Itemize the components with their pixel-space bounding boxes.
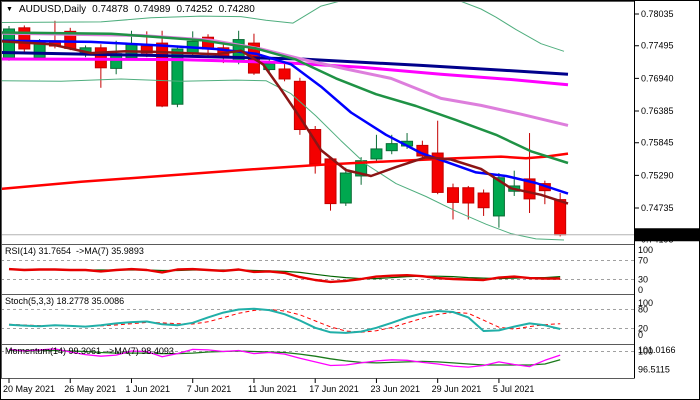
candle	[355, 160, 368, 177]
ohlc-readout: ▼ AUDUSD,Daily 0.74878 0.74989 0.74252 0…	[6, 4, 255, 15]
svg-text:101.0166: 101.0166	[638, 345, 676, 355]
svg-text:100: 100	[638, 347, 653, 357]
svg-text:80: 80	[638, 304, 648, 314]
candle	[523, 178, 536, 200]
candle	[446, 187, 459, 203]
svg-text:0.74280: 0.74280	[641, 230, 675, 241]
svg-text:30: 30	[638, 275, 648, 285]
svg-text:7 Jun 2021: 7 Jun 2021	[187, 384, 232, 394]
band-lower	[1, 78, 565, 241]
stoch-label: Stoch(5,3,3) 18.2778 35.0086	[5, 296, 125, 306]
svg-text:5 Jul 2021: 5 Jul 2021	[493, 384, 535, 394]
ma-maroon	[1, 40, 569, 205]
momentum-label: Momentum(14) 99.3061 ->MA(7) 98.4093	[5, 346, 174, 356]
svg-text:0.75290: 0.75290	[641, 170, 674, 180]
ma-magenta	[1, 57, 569, 87]
candle	[140, 45, 153, 54]
svg-text:26 May 2021: 26 May 2021	[64, 384, 116, 394]
candle	[492, 177, 505, 217]
svg-text:0.76385: 0.76385	[641, 106, 674, 116]
candle	[477, 192, 490, 209]
svg-text:11 Jun 2021: 11 Jun 2021	[248, 384, 297, 394]
svg-text:0.77495: 0.77495	[641, 41, 674, 51]
svg-text:1 Jun 2021: 1 Jun 2021	[125, 384, 170, 394]
svg-text:23 Jun 2021: 23 Jun 2021	[370, 384, 420, 394]
svg-text:0.75845: 0.75845	[641, 138, 674, 148]
svg-text:0: 0	[638, 285, 643, 295]
candle	[293, 80, 306, 131]
indicator-lines	[8, 267, 561, 368]
svg-text:17 Jun 2021: 17 Jun 2021	[309, 384, 359, 394]
svg-text:0.74735: 0.74735	[641, 203, 674, 213]
close-value: 0.74280	[218, 4, 255, 15]
svg-text:20: 20	[638, 323, 648, 333]
candle	[171, 48, 184, 105]
candle	[370, 148, 383, 160]
svg-text:0: 0	[638, 330, 643, 340]
candle	[156, 42, 169, 107]
band-upper	[1, 1, 565, 52]
svg-text:29 Jun 2021: 29 Jun 2021	[432, 384, 482, 394]
candle	[385, 143, 398, 152]
svg-text:20 May 2021: 20 May 2021	[3, 384, 55, 394]
candle	[278, 68, 291, 80]
time-axis: 20 May 2021 26 May 2021 1 Jun 2021 7 Jun 20…	[3, 378, 535, 394]
candle	[94, 47, 107, 69]
panel-borders	[1, 1, 635, 379]
candle	[462, 187, 475, 204]
rsi-label: RSI(14) 31.7654 ->MA(7) 35.9893	[5, 246, 144, 256]
candle	[339, 172, 352, 204]
open-value: 0.74878	[92, 4, 129, 15]
chart-menu-icon[interactable]: ▼	[6, 5, 13, 13]
ma-slow-red	[1, 152, 569, 191]
svg-text:100: 100	[638, 298, 653, 308]
ma-blue	[1, 39, 569, 195]
svg-text:70: 70	[638, 256, 648, 266]
high-value: 0.74989	[134, 4, 171, 15]
candle	[18, 27, 31, 50]
overlay-lines	[1, 1, 569, 241]
svg-text:100: 100	[638, 245, 653, 255]
svg-text:0.76940: 0.76940	[641, 73, 674, 83]
candle	[554, 199, 567, 236]
candle	[431, 152, 444, 193]
low-value: 0.74252	[176, 4, 213, 15]
svg-text:0.78035: 0.78035	[641, 9, 674, 19]
ma-green	[1, 31, 569, 165]
ma-navy	[1, 51, 569, 76]
svg-text:96.5115: 96.5115	[638, 365, 670, 375]
current-price-badge: 0.74280	[635, 228, 699, 242]
symbol-period-label: AUDUSD,Daily	[18, 4, 87, 15]
